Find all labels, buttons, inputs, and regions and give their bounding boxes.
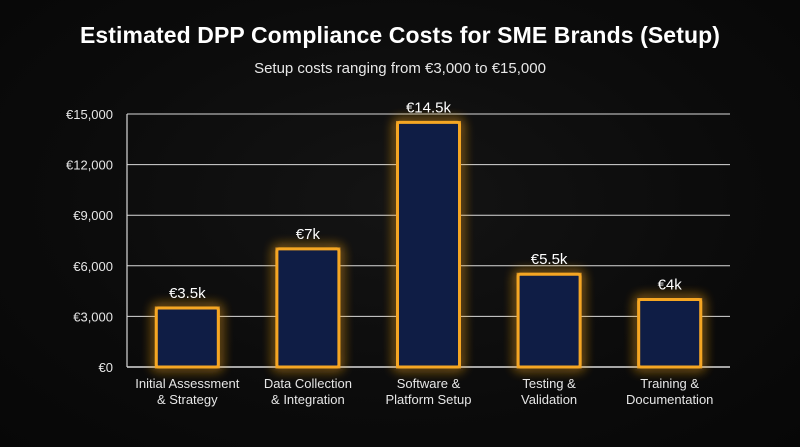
y-tick-label: €0 <box>99 360 113 375</box>
y-tick-label: €3,000 <box>73 309 113 324</box>
x-category-label: Software & Platform Setup <box>386 376 472 407</box>
x-category-label: Data Collection & Integration <box>264 376 352 407</box>
data-label: €7k <box>296 226 321 243</box>
bar <box>154 306 220 369</box>
y-tick-label: €9,000 <box>73 208 113 223</box>
x-category-label: Initial Assessment & Strategy <box>135 376 239 407</box>
y-tick-label: €12,000 <box>66 158 113 173</box>
bar <box>516 272 582 369</box>
y-tick-label: €15,000 <box>66 107 113 122</box>
chart-title: Estimated DPP Compliance Costs for SME B… <box>79 22 721 48</box>
data-label: €14.5k <box>406 99 452 116</box>
data-label: €3.5k <box>169 285 206 302</box>
data-label: €4k <box>658 277 683 294</box>
bar <box>637 298 703 369</box>
x-category-label: Training & Documentation <box>626 376 713 407</box>
bar <box>275 247 341 369</box>
data-label: €5.5k <box>531 251 568 268</box>
y-tick-label: €6,000 <box>73 259 113 274</box>
bar <box>396 120 461 369</box>
chart-subtitle: Setup costs ranging from €3,000 to €15,0… <box>254 60 546 77</box>
x-category-label: Testing & Validation <box>521 376 577 407</box>
